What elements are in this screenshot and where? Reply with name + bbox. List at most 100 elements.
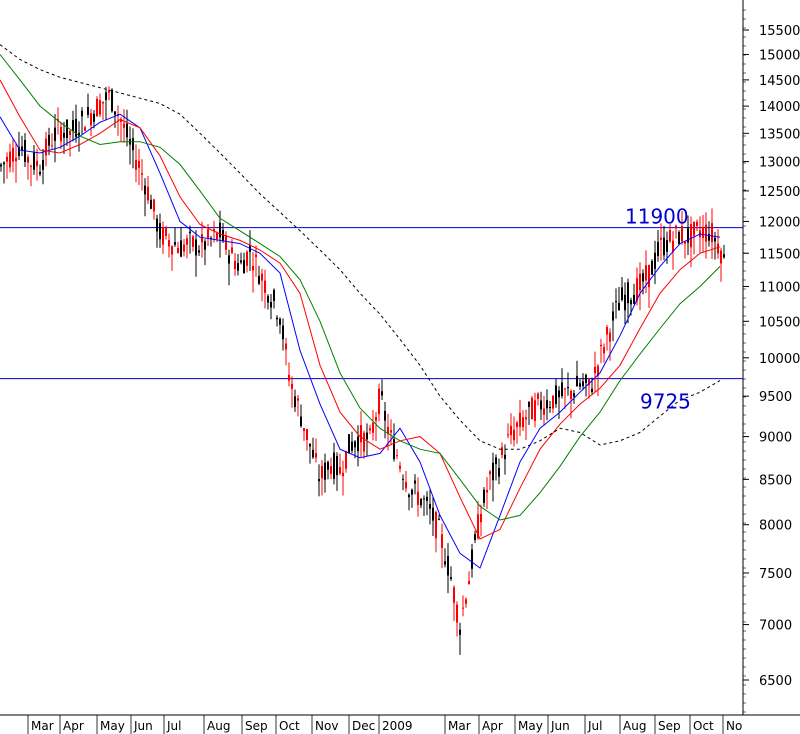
candle-body [459,629,461,635]
candle-body [624,294,626,311]
candle-body [201,234,203,243]
candle-body [186,238,188,245]
candle-body [3,162,5,165]
x-tick-label: Jun [550,719,570,733]
candle-body [570,390,572,399]
candle-body [207,229,209,239]
candle-body [348,434,350,454]
candle-body [84,127,86,131]
candle-body [414,480,416,484]
reference-line-labels: 11900 9725 [625,205,691,414]
candle-body [45,138,47,156]
candle-body [456,604,458,623]
candle-body [144,185,146,195]
y-axis: 6500 7000 7500 8000 8500 9000 9500 10000 10500 11… [742,0,800,715]
candle-body [702,227,704,238]
y-tick-label: 10000 [759,352,800,367]
candle-body [156,218,158,232]
candle-body [606,327,608,335]
candle-body [9,151,11,168]
candle-body [474,534,476,540]
candle-body [294,396,296,407]
candle-body [234,260,236,270]
candle-body [447,555,449,576]
y-tick-label: 7000 [759,619,792,634]
y-tick-label: 8000 [759,519,792,534]
candle-body [69,131,71,135]
candle-body [522,417,524,428]
candle-body [705,224,707,242]
candle-body [534,400,536,421]
y-tick-label: 14500 [759,74,800,89]
candle-body [648,265,650,288]
candle-body [60,126,62,142]
candle-body [159,223,161,240]
candle-body [393,439,395,460]
candle-body [627,282,629,304]
candle-body [18,147,20,156]
candle-body [63,132,65,138]
y-tick-label: 7500 [759,567,792,582]
candle-body [54,127,56,141]
reference-label-9725: 9725 [640,390,691,414]
x-tick-label: Aug [623,719,646,733]
candle-body [114,111,116,115]
candle-body [327,461,329,470]
candle-body [441,534,443,548]
candle-body [633,294,635,304]
candle-body [222,230,224,242]
candle-body [165,227,167,236]
candle-body [408,494,410,498]
candle-body [261,273,263,281]
moving-average-line-3 [0,54,721,521]
x-tick-label: May [518,719,543,733]
candle-body [204,241,206,250]
candle-body [108,90,110,93]
moving-average-line-4 [0,44,721,450]
candle-body [378,388,380,415]
candle-body [354,441,356,448]
candle-body [450,577,452,579]
candle-body [78,132,80,137]
candle-body [576,375,578,387]
candle-body [102,101,104,104]
candle-body [504,454,506,460]
x-tick-label: Jul [166,719,181,733]
candle-body [168,240,170,247]
candle-body [519,412,521,427]
candle-body [342,472,344,477]
candle-body [594,366,596,374]
candle-body [561,382,563,396]
candle-body [324,462,326,480]
candle-body [618,302,620,311]
candle-body [276,317,278,320]
candle-body [540,400,542,410]
candle-body [219,222,221,238]
candle-body [375,417,377,421]
candle-body [684,241,686,244]
candle-body [357,436,359,452]
candle-body [282,325,284,340]
candle-body [36,160,38,167]
candle-body [417,491,419,505]
candle-body [216,232,218,240]
candle-body [492,462,494,481]
candle-body [390,430,392,433]
candle-body [711,223,713,243]
y-tick-label: 9000 [759,431,792,446]
candle-body [99,100,101,115]
candle-body [642,273,644,282]
candle-body [252,265,254,271]
x-tick-label: Mar [448,719,471,733]
candle-body [630,300,632,305]
y-tick-label: 13500 [759,127,800,142]
candle-body [429,504,431,509]
candle-body [585,375,587,383]
y-tick-label: 13000 [759,156,800,171]
x-tick-label: Mar [31,719,54,733]
candle-body [666,240,668,252]
y-tick-label: 15500 [759,24,800,39]
candle-body [240,260,242,263]
y-tick-label: 10500 [759,315,800,330]
candle-body [150,199,152,209]
